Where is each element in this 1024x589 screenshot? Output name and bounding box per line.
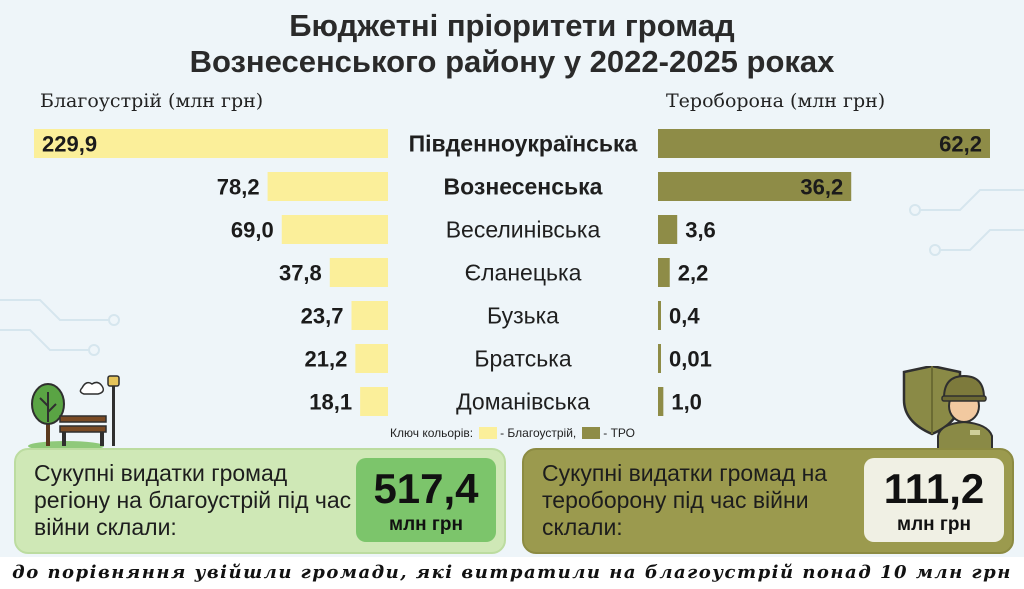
bar-tro-5 (658, 344, 661, 373)
value-label-blagoustrii-2: 69,0 (231, 218, 274, 243)
category-label-3: Єланецька (465, 260, 582, 286)
bar-tro-3 (658, 258, 670, 287)
value-label-tro-0: 62,2 (939, 132, 982, 157)
bar-blagoustrii-6 (360, 387, 388, 416)
title-line-1: Бюджетні пріоритети громад (289, 8, 735, 43)
category-label-4: Бузька (487, 303, 559, 329)
value-label-blagoustrii-4: 23,7 (301, 304, 344, 329)
left-series-label: Благоустрій (млн грн) (40, 90, 264, 112)
bar-tro-6 (658, 387, 664, 416)
total-value-blagoustrii: 517,4 (373, 465, 479, 512)
value-label-tro-4: 0,4 (669, 304, 700, 329)
summary-box-blagoustrii: Сукупні видатки громад регіону на благоу… (14, 448, 506, 554)
bar-tro-4 (658, 301, 661, 330)
category-label-6: Доманівська (456, 389, 590, 415)
total-tro: 111,2 млн грн (864, 458, 1004, 542)
value-label-tro-5: 0,01 (669, 347, 712, 372)
value-label-blagoustrii-5: 21,2 (305, 347, 348, 372)
color-legend: Ключ кольорів: - Благоустрій, - ТРО (390, 426, 635, 440)
value-label-tro-3: 2,2 (678, 261, 709, 286)
total-unit-blagoustrii: млн грн (389, 514, 463, 535)
bar-blagoustrii-3 (329, 258, 388, 287)
bar-tro-1 (658, 172, 852, 201)
bar-blagoustrii-2 (281, 215, 388, 244)
total-blagoustrii: 517,4 млн грн (356, 458, 496, 542)
soldier-icon (902, 366, 993, 450)
value-label-blagoustrii-1: 78,2 (217, 175, 260, 200)
bar-blagoustrii-1 (267, 172, 388, 201)
chart-title: Бюджетні пріоритети громад Вознесенськог… (0, 8, 1024, 80)
category-label-0: Південноукраїнська (409, 131, 638, 157)
legend-item-blagoustrii: - Благоустрій, (500, 426, 577, 440)
right-series-label: Тероборона (млн грн) (666, 90, 886, 112)
title-line-2: Вознесенського району у 2022-2025 роках (189, 44, 835, 79)
summary-text-blagoustrii: Сукупні видатки громад регіону на благоу… (34, 460, 352, 540)
value-label-blagoustrii-3: 37,8 (279, 261, 322, 286)
park-icon (28, 375, 120, 451)
legend-item-tro: - ТРО (603, 426, 635, 440)
value-label-tro-2: 3,6 (685, 218, 716, 243)
footer-note: до порівняння увійшли громади, які витра… (0, 557, 1024, 589)
value-label-tro-1: 36,2 (800, 175, 843, 200)
summary-text-tro: Сукупні видатки громад на тероборону під… (542, 460, 828, 540)
value-label-blagoustrii-6: 18,1 (309, 390, 352, 415)
butterfly-bar-chart: 229,9 62,2 Південноукраїнська 78,2 36,2 Возне… (34, 129, 990, 416)
total-unit-tro: млн грн (897, 514, 971, 535)
total-value-tro: 111,2 (883, 465, 985, 512)
bar-blagoustrii-5 (355, 344, 388, 373)
value-label-tro-6: 1,0 (671, 390, 702, 415)
legend-swatch-tro (582, 427, 601, 439)
category-label-1: Вознесенська (444, 174, 603, 200)
category-label-5: Братська (474, 346, 571, 372)
legend-swatch-blagoustrii (479, 427, 498, 439)
value-label-blagoustrii-0: 229,9 (42, 132, 97, 157)
bar-tro-2 (658, 215, 678, 244)
bar-blagoustrii-0 (34, 129, 388, 158)
legend-prefix: Ключ кольорів: (390, 426, 474, 440)
category-label-2: Веселинівська (446, 217, 601, 243)
bar-blagoustrii-4 (351, 301, 388, 330)
summary-box-tro: Сукупні видатки громад на тероборону під… (522, 448, 1014, 554)
bar-tro-0 (658, 129, 990, 158)
